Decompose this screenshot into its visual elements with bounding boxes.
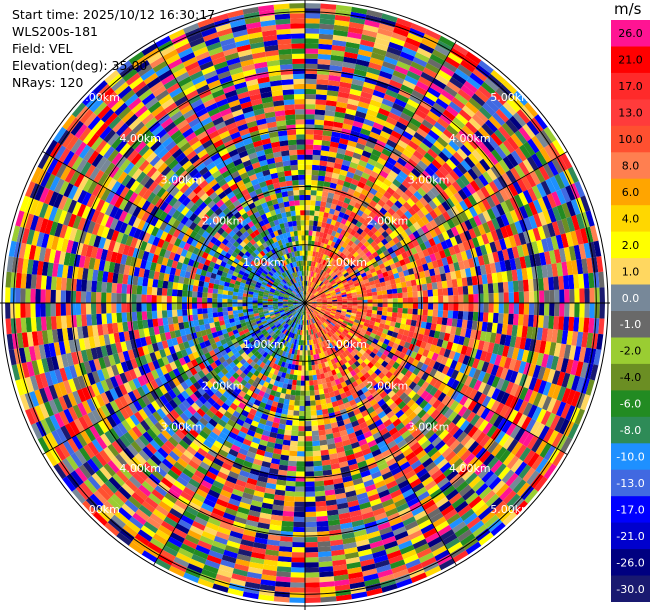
colorbar-unit: m/s [614, 0, 642, 18]
colorbar-label: 0.0 [622, 292, 640, 305]
colorbar-label: 4.0 [622, 212, 640, 225]
ppi-plot: 1.00km 1.00km 1.00km 1.00km 2.00km 2.00km 2.00… [0, 0, 610, 610]
azimuth-spoke-210 [153, 302, 306, 566]
outer-ring [1, 0, 609, 607]
colorbar-label: 1.0 [622, 265, 640, 278]
field-label: Field: VEL [12, 41, 73, 56]
start-time-label: Start time: 2025/10/12 16:30:17 [12, 7, 216, 22]
ring-label: 3.00km [408, 173, 450, 186]
colorbar-swatch [611, 363, 650, 391]
header-info: Start time: 2025/10/12 16:30:17 WLS200s-… [12, 6, 215, 91]
ring-label: 5.00km [78, 503, 120, 516]
colorbar-swatch [611, 284, 650, 312]
colorbar-label: -30.0 [616, 583, 644, 596]
azimuth-spoke-300 [42, 151, 306, 304]
colorbar-label: -26.0 [616, 556, 644, 569]
colorbar-label: -2.0 [620, 345, 641, 358]
range-ring-1 [246, 244, 364, 362]
colorbar-swatch [611, 258, 650, 286]
colorbar-label: 21.0 [618, 54, 643, 67]
colorbar-label: -17.0 [616, 503, 644, 516]
colorbar-label: 2.0 [622, 239, 640, 252]
ring-label: 5.00km [490, 503, 532, 516]
nrays-label: NRays: 120 [12, 75, 84, 90]
colorbar-label: -4.0 [620, 371, 641, 384]
colorbar-label: -8.0 [620, 424, 641, 437]
colorbar-swatch [611, 496, 650, 524]
ring-label: 1.00km [325, 338, 367, 351]
colorbar-swatch [611, 152, 650, 180]
azimuth-spoke-330 [153, 40, 306, 304]
azimuth-spoke-120 [304, 302, 568, 455]
ring-label: 3.00km [161, 173, 203, 186]
colorbar-swatch [611, 443, 650, 471]
colorbar-label: 26.0 [618, 27, 643, 40]
colorbar-swatch [611, 416, 650, 444]
ring-label: 2.00km [367, 215, 409, 228]
colorbar-swatch [611, 20, 650, 47]
ring-label: 1.00km [243, 256, 285, 269]
azimuth-spoke-30 [304, 40, 457, 304]
azimuth-spoke-240 [42, 302, 306, 455]
ring-label: 3.00km [161, 421, 203, 434]
ring-label: 3.00km [408, 421, 450, 434]
instrument-label: WLS200s-181 [12, 24, 98, 39]
ring-label: 2.00km [367, 379, 409, 392]
range-ring-2 [188, 186, 422, 420]
ring-label: 5.00km [490, 91, 532, 104]
colorbar-label: 17.0 [618, 80, 643, 93]
colorbar-label: -21.0 [616, 530, 644, 543]
colorbar-swatch [611, 337, 650, 365]
colorbar-label: -1.0 [620, 318, 641, 331]
colorbar-swatch [611, 231, 650, 259]
colorbar-swatch [611, 469, 650, 497]
colorbar-label: 8.0 [622, 160, 640, 173]
colorbar-swatch [611, 390, 650, 418]
ring-label: 4.00km [119, 132, 161, 145]
colorbar-label: 10.0 [618, 133, 643, 146]
colorbar-label: -13.0 [616, 477, 644, 490]
colorbar: 26.0 21.0 17.0 13.0 10.0 8.0 6.0 4.0 2.0 1.0 0.0 -1… [611, 20, 650, 602]
colorbar-swatch [611, 72, 650, 100]
ring-label: 2.00km [202, 215, 244, 228]
colorbar-label: -6.0 [620, 398, 641, 411]
ring-label: 2.00km [202, 379, 244, 392]
colorbar-label: 6.0 [622, 186, 640, 199]
range-ring-3 [129, 127, 481, 479]
colorbar-swatch [611, 311, 650, 338]
ring-label: 1.00km [325, 256, 367, 269]
ring-label: 5.00km [78, 91, 120, 104]
azimuth-spoke-150 [304, 302, 457, 566]
colorbar-swatch [611, 125, 650, 153]
range-ring-4 [71, 69, 539, 537]
range-ring-5 [13, 11, 597, 595]
elevation-label: Elevation(deg): 35.00 [12, 58, 148, 73]
ring-label: 1.00km [243, 338, 285, 351]
colorbar-swatch [611, 205, 650, 233]
colorbar-swatch [611, 549, 650, 577]
colorbar-swatch [611, 46, 650, 74]
azimuth-spoke-60 [304, 151, 568, 304]
ring-label: 4.00km [449, 132, 491, 145]
colorbar-swatch [611, 99, 650, 127]
colorbar-swatch [611, 178, 650, 206]
ring-label: 4.00km [449, 462, 491, 475]
colorbar-swatch [611, 522, 650, 550]
colorbar-swatch [611, 575, 650, 602]
colorbar-label: -10.0 [616, 451, 644, 464]
ring-label: 4.00km [119, 462, 161, 475]
colorbar-label: 13.0 [618, 107, 643, 120]
